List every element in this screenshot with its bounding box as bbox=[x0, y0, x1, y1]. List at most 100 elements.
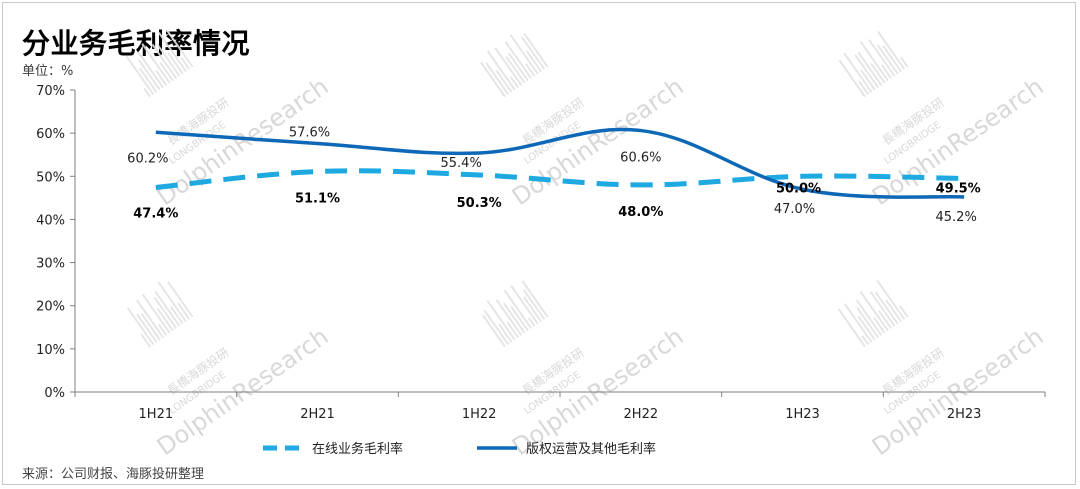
watermark-bar bbox=[861, 335, 870, 346]
watermark-bar bbox=[858, 80, 870, 96]
watermark-bar bbox=[498, 323, 513, 343]
y-tick-label: 30% bbox=[36, 257, 65, 272]
y-tick-label: 60% bbox=[36, 127, 65, 142]
watermark-bar bbox=[159, 61, 174, 82]
watermark-bar bbox=[141, 293, 171, 334]
data-label: 50.3% bbox=[457, 196, 502, 211]
watermark-bar bbox=[885, 299, 902, 323]
watermark-bar bbox=[857, 315, 876, 341]
watermark-bar bbox=[521, 280, 549, 318]
watermark-bar bbox=[878, 310, 893, 329]
data-label: 49.5% bbox=[936, 181, 981, 196]
y-tick-label: 40% bbox=[36, 213, 65, 228]
watermark-bar bbox=[136, 313, 158, 343]
y-tick-label: 10% bbox=[36, 343, 65, 358]
watermark-bar bbox=[510, 306, 529, 332]
watermark-bar bbox=[859, 40, 889, 82]
watermark-bar bbox=[510, 285, 539, 325]
watermark-bar bbox=[136, 299, 164, 339]
x-tick-label: 1H22 bbox=[462, 407, 497, 422]
watermark-bar bbox=[877, 30, 906, 70]
data-label: 47.0% bbox=[774, 202, 815, 217]
watermark-bar bbox=[854, 54, 879, 89]
y-tick-label: 70% bbox=[36, 84, 65, 99]
watermark-bar bbox=[126, 307, 155, 346]
data-label: 45.2% bbox=[936, 210, 977, 225]
watermark-bar bbox=[156, 43, 181, 77]
x-tick-label: 1H21 bbox=[139, 407, 174, 422]
watermark-bar bbox=[874, 291, 899, 325]
watermark-bar bbox=[485, 62, 510, 96]
watermark-bar bbox=[167, 51, 184, 75]
watermark-bar bbox=[869, 291, 896, 327]
watermark-bar bbox=[494, 47, 523, 86]
x-tick-label: 2H23 bbox=[947, 407, 982, 422]
data-label: 60.6% bbox=[620, 151, 661, 166]
watermark-bar bbox=[495, 69, 513, 93]
data-label: 60.2% bbox=[127, 151, 168, 166]
watermark-bar bbox=[158, 324, 168, 336]
watermark-bar bbox=[525, 50, 542, 73]
series-line-copyright bbox=[155, 127, 965, 199]
watermark-bar bbox=[507, 52, 529, 82]
watermark-bar bbox=[143, 87, 151, 98]
data-label: 50.0% bbox=[776, 181, 821, 196]
watermark-bar bbox=[481, 314, 506, 348]
watermark-bar bbox=[483, 309, 510, 346]
watermark-bar bbox=[855, 299, 883, 336]
watermark-bar bbox=[151, 43, 178, 79]
watermark-bar bbox=[138, 67, 158, 93]
chart-title: 分业务毛利率情况 bbox=[22, 27, 251, 60]
watermark-bar bbox=[138, 59, 161, 91]
watermark-bar bbox=[877, 44, 899, 75]
watermark-bar bbox=[480, 61, 506, 98]
watermark-bar bbox=[881, 64, 893, 79]
data-label: 51.1% bbox=[295, 192, 340, 207]
watermark-bar bbox=[873, 317, 886, 334]
data-labels: 47.4% 51.1% 50.3% 48.0% 50.0% 49.5% 60.2% 57.6%… bbox=[127, 125, 981, 224]
legend-label-online: 在线业务毛利率 bbox=[312, 441, 403, 457]
data-label: 48.0% bbox=[618, 205, 663, 220]
watermark-bar bbox=[486, 50, 516, 91]
watermark-bar bbox=[503, 302, 526, 334]
x-tick-label: 1H23 bbox=[785, 407, 820, 422]
watermark-bar bbox=[180, 57, 191, 70]
watermark-bar bbox=[522, 289, 546, 320]
watermark-bar bbox=[843, 52, 873, 93]
watermark-bar bbox=[509, 76, 519, 89]
watermark-bar bbox=[523, 296, 542, 323]
watermark-bar bbox=[495, 299, 523, 336]
series-line-online bbox=[155, 168, 965, 190]
watermark-bar bbox=[156, 307, 174, 332]
unit-label: 单位：% bbox=[22, 64, 74, 79]
watermark-bar bbox=[525, 63, 536, 77]
watermark-bar bbox=[876, 279, 906, 320]
y-tick-label: 20% bbox=[36, 300, 65, 315]
watermark-bar bbox=[857, 51, 883, 86]
data-label: 57.6% bbox=[289, 125, 330, 140]
x-tick-label: 2H21 bbox=[300, 407, 335, 422]
watermark-bar bbox=[154, 291, 181, 327]
y-tick-label: 0% bbox=[44, 386, 65, 401]
watermark-bar bbox=[125, 55, 155, 96]
watermark-bar bbox=[486, 300, 516, 341]
watermark-bar bbox=[882, 45, 902, 73]
watermark-bar bbox=[137, 51, 164, 89]
legend-label-copyright: 版权运营及其他毛利率 bbox=[526, 441, 656, 457]
watermark-bar bbox=[169, 306, 184, 325]
data-label: 47.4% bbox=[133, 207, 178, 222]
watermark-bar bbox=[506, 321, 519, 339]
axes: 0% 10% 20% 30% 40% 50% 60% 70% 1H21 2H21 1H22 2H22 1… bbox=[36, 84, 1046, 422]
watermark-bar bbox=[856, 307, 879, 339]
watermark-bar bbox=[165, 29, 194, 68]
watermark-bar bbox=[509, 34, 539, 75]
watermark-bar bbox=[155, 69, 168, 86]
source-note: 来源：公司财报、海豚投研整理 bbox=[22, 467, 205, 482]
y-tick-label: 50% bbox=[36, 170, 65, 185]
watermark-bar bbox=[520, 36, 546, 70]
watermark-bar bbox=[899, 305, 909, 318]
watermark-bar bbox=[158, 32, 187, 73]
watermark-bar bbox=[167, 281, 194, 318]
